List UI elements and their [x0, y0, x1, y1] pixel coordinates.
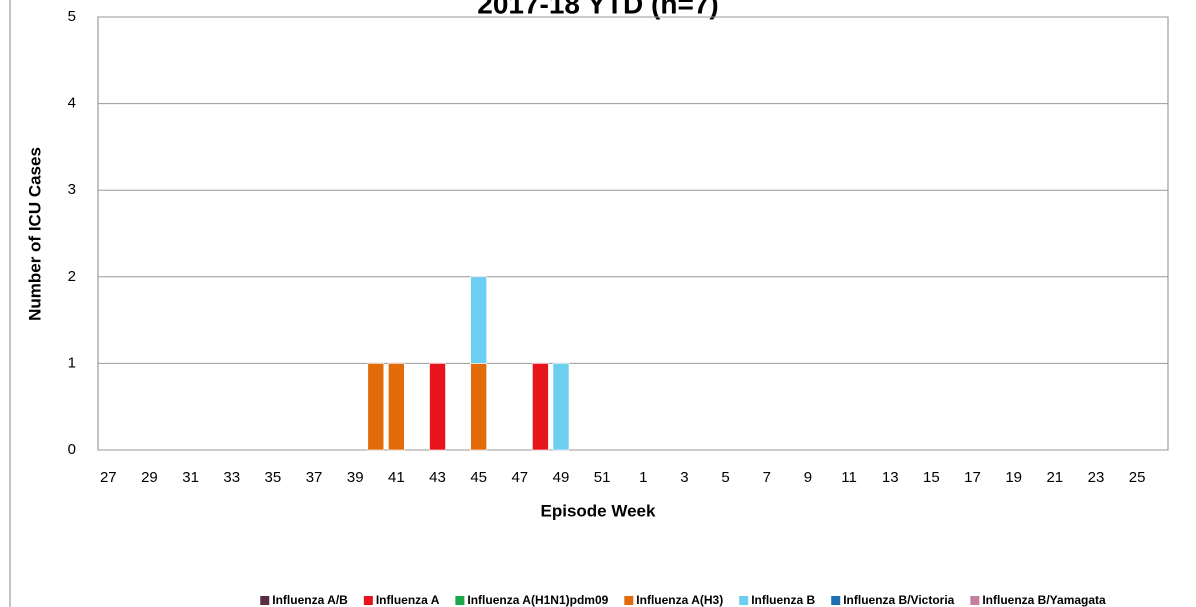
legend-swatch	[260, 596, 270, 605]
x-tick-label: 51	[594, 469, 611, 486]
legend-label: Influenza B	[751, 593, 815, 607]
legend-label: Influenza A/B	[272, 593, 348, 607]
x-tick-label: 37	[306, 469, 323, 486]
y-tick-label: 4	[68, 95, 76, 112]
legend-label: Influenza B/Victoria	[843, 593, 954, 607]
x-tick-label: 41	[388, 469, 405, 486]
x-tick-label: 47	[511, 469, 528, 486]
x-tick-label: 17	[964, 469, 981, 486]
legend-label: Influenza A	[376, 593, 440, 607]
x-tick-label: 21	[1046, 469, 1063, 486]
x-tick-label: 25	[1129, 469, 1146, 486]
y-tick-label: 2	[68, 268, 76, 285]
bar	[552, 363, 570, 451]
legend-swatch	[363, 596, 373, 605]
legend-swatch	[455, 596, 465, 605]
x-tick-label: 27	[100, 469, 117, 486]
x-tick-label: 29	[141, 469, 158, 486]
x-tick-label: 49	[553, 469, 570, 486]
legend-swatch	[624, 596, 634, 605]
x-tick-label: 19	[1005, 469, 1022, 486]
x-tick-label: 3	[680, 469, 688, 486]
bar	[470, 276, 487, 364]
y-tick-label: 3	[68, 181, 76, 198]
legend-swatch	[831, 596, 841, 605]
x-tick-label: 43	[429, 469, 446, 486]
y-axis-title: Number of ICU Cases	[25, 147, 44, 321]
chart-title: 2017-18 YTD (n=7)	[477, 0, 719, 19]
plot-area	[97, 16, 1169, 451]
bar	[470, 363, 487, 451]
x-tick-label: 35	[265, 469, 282, 486]
x-tick-label: 7	[763, 469, 771, 486]
x-tick-label: 15	[923, 469, 940, 486]
bar	[429, 363, 446, 451]
y-tick-label: 5	[68, 8, 76, 25]
legend-swatch	[739, 596, 749, 605]
x-tick-label: 23	[1088, 469, 1105, 486]
legend-swatch	[970, 596, 980, 605]
legend-label: Influenza A(H3)	[636, 593, 723, 607]
y-tick-label: 0	[68, 441, 76, 458]
bar	[367, 363, 385, 451]
x-tick-label: 33	[223, 469, 240, 486]
x-tick-label: 9	[804, 469, 812, 486]
bar	[532, 363, 549, 451]
x-axis-title: Episode Week	[541, 501, 656, 520]
x-tick-label: 5	[721, 469, 729, 486]
x-tick-label: 13	[882, 469, 899, 486]
x-tick-label: 31	[182, 469, 199, 486]
x-tick-label: 1	[639, 469, 647, 486]
legend-label: Influenza A(H1N1)pdm09	[467, 593, 608, 607]
x-tick-label: 11	[841, 469, 857, 486]
legend-label: Influenza B/Yamagata	[982, 593, 1106, 607]
x-tick-label: 45	[470, 469, 487, 486]
x-tick-label: 39	[347, 469, 364, 486]
bar	[388, 363, 405, 451]
y-tick-label: 1	[68, 354, 76, 371]
